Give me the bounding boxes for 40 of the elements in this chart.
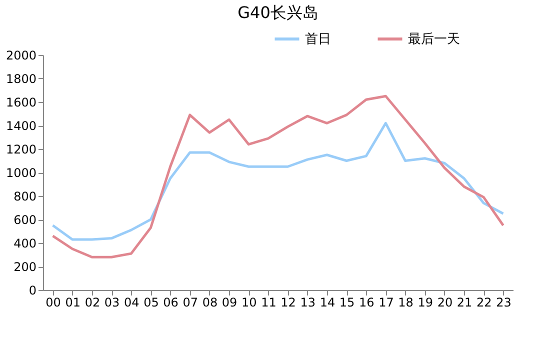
y-tick-label: 200 <box>14 260 36 274</box>
y-tick-label: 1200 <box>6 142 36 156</box>
y-tick-label: 1000 <box>6 166 36 180</box>
x-tick-label: 13 <box>300 296 316 310</box>
y-tick-label: 1800 <box>6 72 36 86</box>
x-tick-label: 22 <box>476 296 492 310</box>
y-tick-label: 1600 <box>6 96 36 110</box>
x-tick-label: 03 <box>104 296 120 310</box>
y-tick-label: 0 <box>28 284 36 298</box>
x-tick-label: 04 <box>124 296 140 310</box>
y-tick-label: 800 <box>14 190 36 204</box>
x-tick-label: 20 <box>437 296 453 310</box>
legend-label: 最后一天 <box>408 32 460 47</box>
x-tick-label: 21 <box>456 296 472 310</box>
y-tick-label: 400 <box>14 236 36 250</box>
x-tick-label: 17 <box>378 296 394 310</box>
chart-title: G40长兴岛 <box>238 3 318 22</box>
x-tick-label: 06 <box>163 296 178 310</box>
x-tick-label: 19 <box>418 296 434 310</box>
y-tick-label: 1400 <box>6 119 36 133</box>
x-tick-label: 01 <box>65 296 81 310</box>
y-tick-label: 600 <box>14 213 36 227</box>
x-tick-label: 09 <box>222 296 238 310</box>
x-tick-label: 12 <box>280 296 296 310</box>
x-tick-label: 08 <box>202 296 218 310</box>
x-tick-label: 00 <box>46 296 61 310</box>
x-tick-label: 18 <box>398 296 414 310</box>
line-series <box>52 122 504 241</box>
x-tick-label: 10 <box>241 296 257 310</box>
x-tick-label: 16 <box>358 296 374 310</box>
x-tick-label: 15 <box>339 296 355 310</box>
line-series <box>52 94 504 258</box>
x-tick-label: 02 <box>84 296 100 310</box>
x-tick-label: 11 <box>261 296 276 310</box>
x-tick-label: 05 <box>144 296 159 310</box>
x-tick-label: 14 <box>320 296 336 310</box>
x-tick-label: 07 <box>182 296 198 310</box>
legend-label: 首日 <box>305 32 331 47</box>
x-tick-label: 23 <box>496 296 512 310</box>
y-tick-label: 2000 <box>6 48 36 62</box>
